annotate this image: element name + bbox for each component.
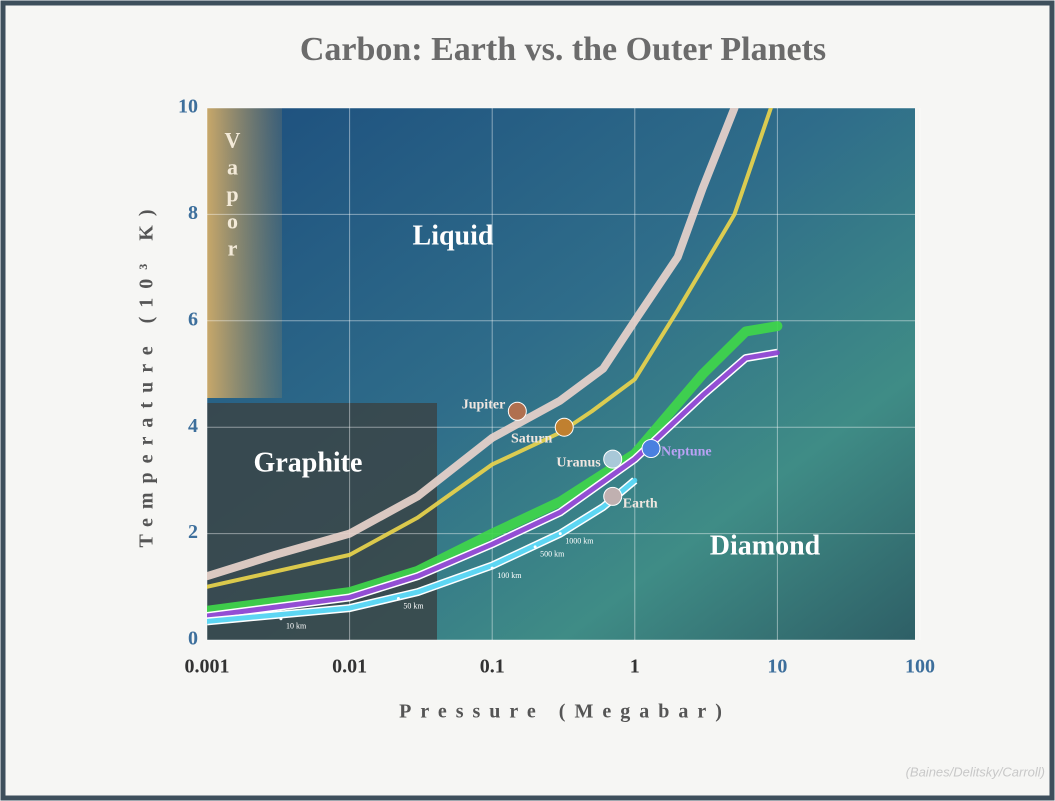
x-tick-label: 0.001 xyxy=(185,656,230,678)
planet-label: Neptune xyxy=(661,445,712,460)
depth-marker xyxy=(396,597,400,601)
planet-marker xyxy=(603,486,623,506)
vapor-region xyxy=(207,108,282,398)
region-label: Diamond xyxy=(710,530,821,561)
depth-label: 10 km xyxy=(286,622,307,631)
series-line xyxy=(207,108,773,589)
y-tick-label: 4 xyxy=(188,415,198,437)
x-tick-label: 0.1 xyxy=(480,656,505,678)
depth-marker xyxy=(490,566,494,570)
planet-label: Saturn xyxy=(511,431,552,446)
planet-marker xyxy=(554,417,574,437)
region-label: Graphite xyxy=(254,447,363,478)
series-line xyxy=(207,108,739,581)
depth-label: 100 km xyxy=(497,571,522,580)
y-tick-label: 8 xyxy=(188,202,198,224)
series-line xyxy=(207,321,783,616)
chart-title: Carbon: Earth vs. the Outer Planets xyxy=(300,31,826,68)
y-tick-label: 6 xyxy=(188,308,198,330)
planet-label: Earth xyxy=(623,497,658,512)
planet-label: Uranus xyxy=(556,455,601,470)
x-axis-label: Pressure (Megabar) xyxy=(399,701,731,723)
series-line xyxy=(207,350,780,619)
series-line xyxy=(207,477,638,624)
planet-marker xyxy=(603,449,623,469)
y-tick-label: 2 xyxy=(188,521,198,543)
depth-marker xyxy=(279,617,283,621)
depth-label: 50 km xyxy=(403,601,424,610)
depth-marker xyxy=(558,532,562,536)
depth-marker xyxy=(533,545,537,549)
planet-marker xyxy=(641,438,661,458)
region-label: Vapor xyxy=(220,128,245,263)
x-tick-label: 0.01 xyxy=(332,656,367,678)
y-tick-label: 10 xyxy=(178,96,198,118)
y-axis-label: Temperature (10³ K) xyxy=(136,201,158,548)
region-label: Liquid xyxy=(413,220,494,251)
planet-marker xyxy=(507,401,527,421)
x-tick-label: 1 xyxy=(630,656,640,678)
planet-label: Jupiter xyxy=(462,397,506,412)
x-tick-label: 100 xyxy=(905,656,935,678)
depth-label: 500 km xyxy=(540,550,565,559)
credit: (Baines/Delitsky/Carroll) xyxy=(906,764,1045,779)
y-tick-label: 0 xyxy=(188,628,198,650)
x-tick-label: 10 xyxy=(767,656,787,678)
depth-label: 1000 km xyxy=(565,536,594,545)
